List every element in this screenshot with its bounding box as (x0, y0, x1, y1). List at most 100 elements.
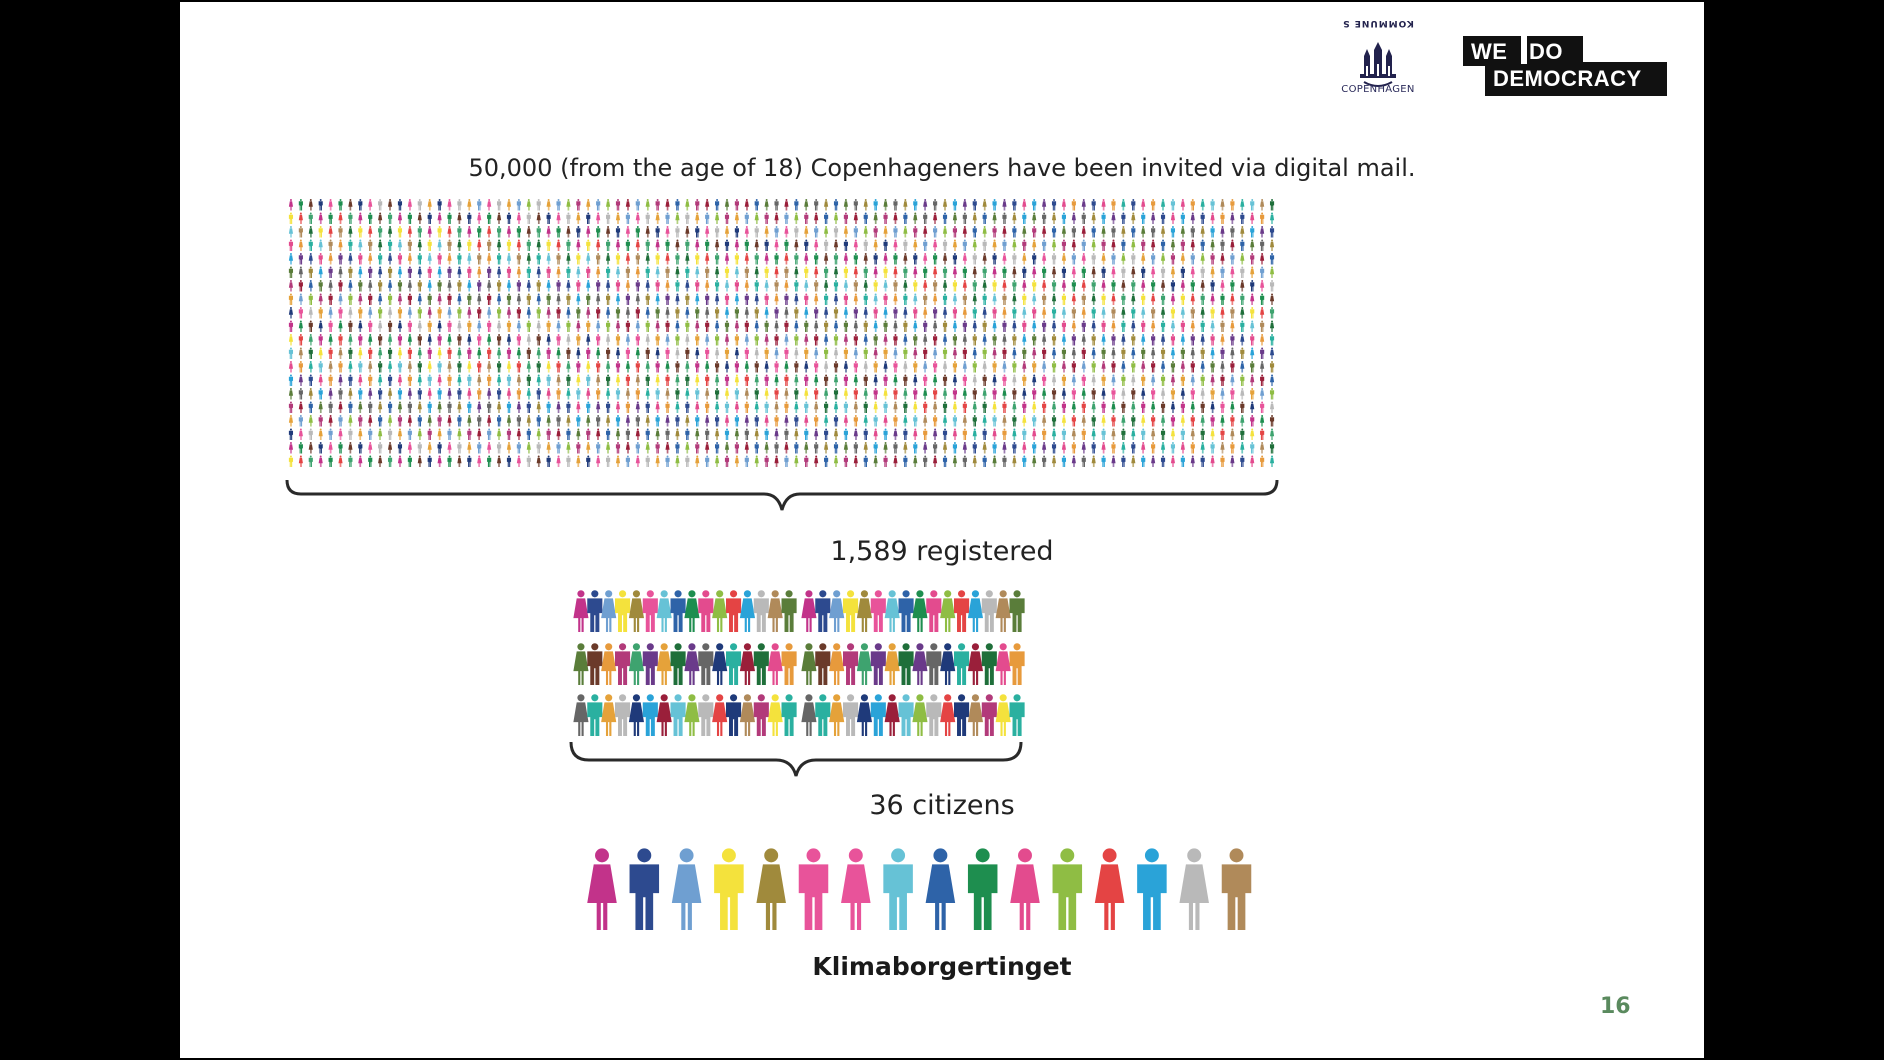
crowd-person-icon (328, 212, 333, 224)
crowd-person-icon (1121, 199, 1126, 211)
crowd-person-icon (496, 212, 502, 224)
crowd-person-icon (853, 199, 858, 211)
crowd-person-icon (724, 212, 730, 224)
crowd-person-icon (536, 199, 541, 211)
citizen-person-icon (798, 848, 829, 930)
crowd-person-icon (873, 199, 878, 211)
crowd-person-icon (576, 212, 581, 224)
crowd-person-icon (378, 199, 383, 211)
crowd-person-icon (1151, 199, 1156, 211)
crowd-person-icon (794, 199, 799, 211)
citizen-person-icon (967, 848, 998, 930)
crowd-person-icon (1012, 199, 1017, 211)
crowd-person-icon (754, 199, 759, 211)
crowd-person-icon (1141, 199, 1146, 211)
crowd-person-icon (913, 212, 918, 224)
crowd-person-icon (536, 212, 541, 224)
crowd-person-icon (447, 212, 452, 224)
citizen-person-icon (1137, 848, 1167, 930)
crowd-person-icon (695, 212, 700, 224)
crowd-person-icon (615, 212, 621, 224)
crowd-person-icon (942, 199, 948, 211)
crowd-person-icon (1170, 199, 1176, 211)
crowd-person-icon (477, 212, 482, 224)
crowd-person-icon (328, 199, 333, 211)
slide: KOMMUNE S COPENHAGEN (180, 2, 1704, 1058)
citizen-person-icon (587, 848, 617, 930)
crowd-person-icon (843, 199, 848, 211)
crowd-person-icon (933, 212, 938, 224)
crowd-person-icon (962, 212, 967, 224)
crowd-person-icon (764, 212, 769, 224)
crowd-person-icon (784, 212, 789, 224)
crowd-person-icon (596, 199, 601, 211)
crowd-person-icon (496, 199, 502, 211)
crowd-person-icon (288, 199, 294, 211)
we-do-democracy-logo: WE DO DEMOCRACY (1463, 36, 1667, 96)
citizen-person-icon (1179, 848, 1209, 930)
crowd-person-icon (853, 212, 858, 224)
crowd-person-icon (744, 199, 749, 211)
crowd-person-icon (1200, 199, 1205, 211)
crowd-person-icon (387, 199, 393, 211)
crowd-person-icon (952, 199, 957, 211)
crowd-person-icon (734, 199, 739, 211)
crowd-person-icon (1250, 199, 1255, 211)
crowd-person-icon (1101, 212, 1106, 224)
crowd-person-icon (625, 212, 630, 224)
crowd-person-icon (923, 212, 928, 224)
crowd-person-icon (546, 199, 551, 211)
crowd-person-icon (358, 199, 363, 211)
crowd-person-icon (437, 212, 442, 224)
citizen-person-icon (671, 848, 702, 930)
crowd-person-icon (992, 199, 997, 211)
crowd-person-icon (655, 199, 660, 211)
crowd-person-icon (645, 199, 650, 211)
crowd-person-icon (288, 212, 294, 224)
crowd-person-icon (1180, 199, 1185, 211)
crowd-person-icon (407, 199, 412, 211)
crowd-person-icon (1111, 212, 1116, 224)
crowd-person-icon (715, 199, 720, 211)
crowd-person-icon (1091, 199, 1096, 211)
crowd-person-icon (566, 212, 571, 224)
citizen-person-icon (629, 848, 660, 930)
crowd-person-icon (942, 212, 948, 224)
crowd-person-icon (1071, 199, 1076, 211)
crowd-person-icon (982, 199, 987, 211)
crowd-person-icon (606, 199, 611, 211)
crowd-person-icon (1061, 212, 1067, 224)
crowd-person-icon (804, 199, 809, 211)
wdd-logo-do: DO (1529, 39, 1563, 64)
crowd-person-icon (1151, 212, 1156, 224)
crowd-person-icon (1022, 199, 1027, 211)
crowd-person-icon (1141, 212, 1146, 224)
crowd-person-icon (784, 199, 789, 211)
crowd-person-icon (487, 199, 492, 211)
citizen-person-icon (714, 848, 744, 930)
crowd-person-icon (576, 199, 581, 211)
crowd-person-icon (625, 199, 630, 211)
citizen-figures (587, 848, 1252, 930)
crowd-person-icon (873, 212, 878, 224)
crowd-person-icon (506, 199, 512, 211)
crowd-person-icon (417, 199, 422, 211)
crowd-person-icon (586, 212, 591, 224)
crowd-person-icon (883, 212, 888, 224)
crowd-person-icon (407, 212, 412, 224)
crowd-person-icon (952, 212, 957, 224)
wdd-logo-shape (1463, 36, 1667, 96)
crowd-person-icon (1260, 199, 1265, 211)
crowd-person-icon (338, 199, 343, 211)
crowd-person-icon (1131, 199, 1136, 211)
invited-caption: 50,000 (from the age of 18) Copenhagener… (468, 154, 1416, 182)
wdd-logo-democracy: DEMOCRACY (1493, 66, 1642, 91)
page-number: 16 (1600, 994, 1631, 1019)
crowd-person-icon (1220, 199, 1225, 211)
crowd-person-icon (1101, 199, 1106, 211)
crowd-person-icon (298, 212, 303, 224)
crowd-person-icon (754, 212, 759, 224)
assembly-title: Klimaborgertinget (812, 952, 1072, 981)
crowd-person-icon (863, 199, 868, 211)
crowd-person-icon (397, 212, 403, 224)
